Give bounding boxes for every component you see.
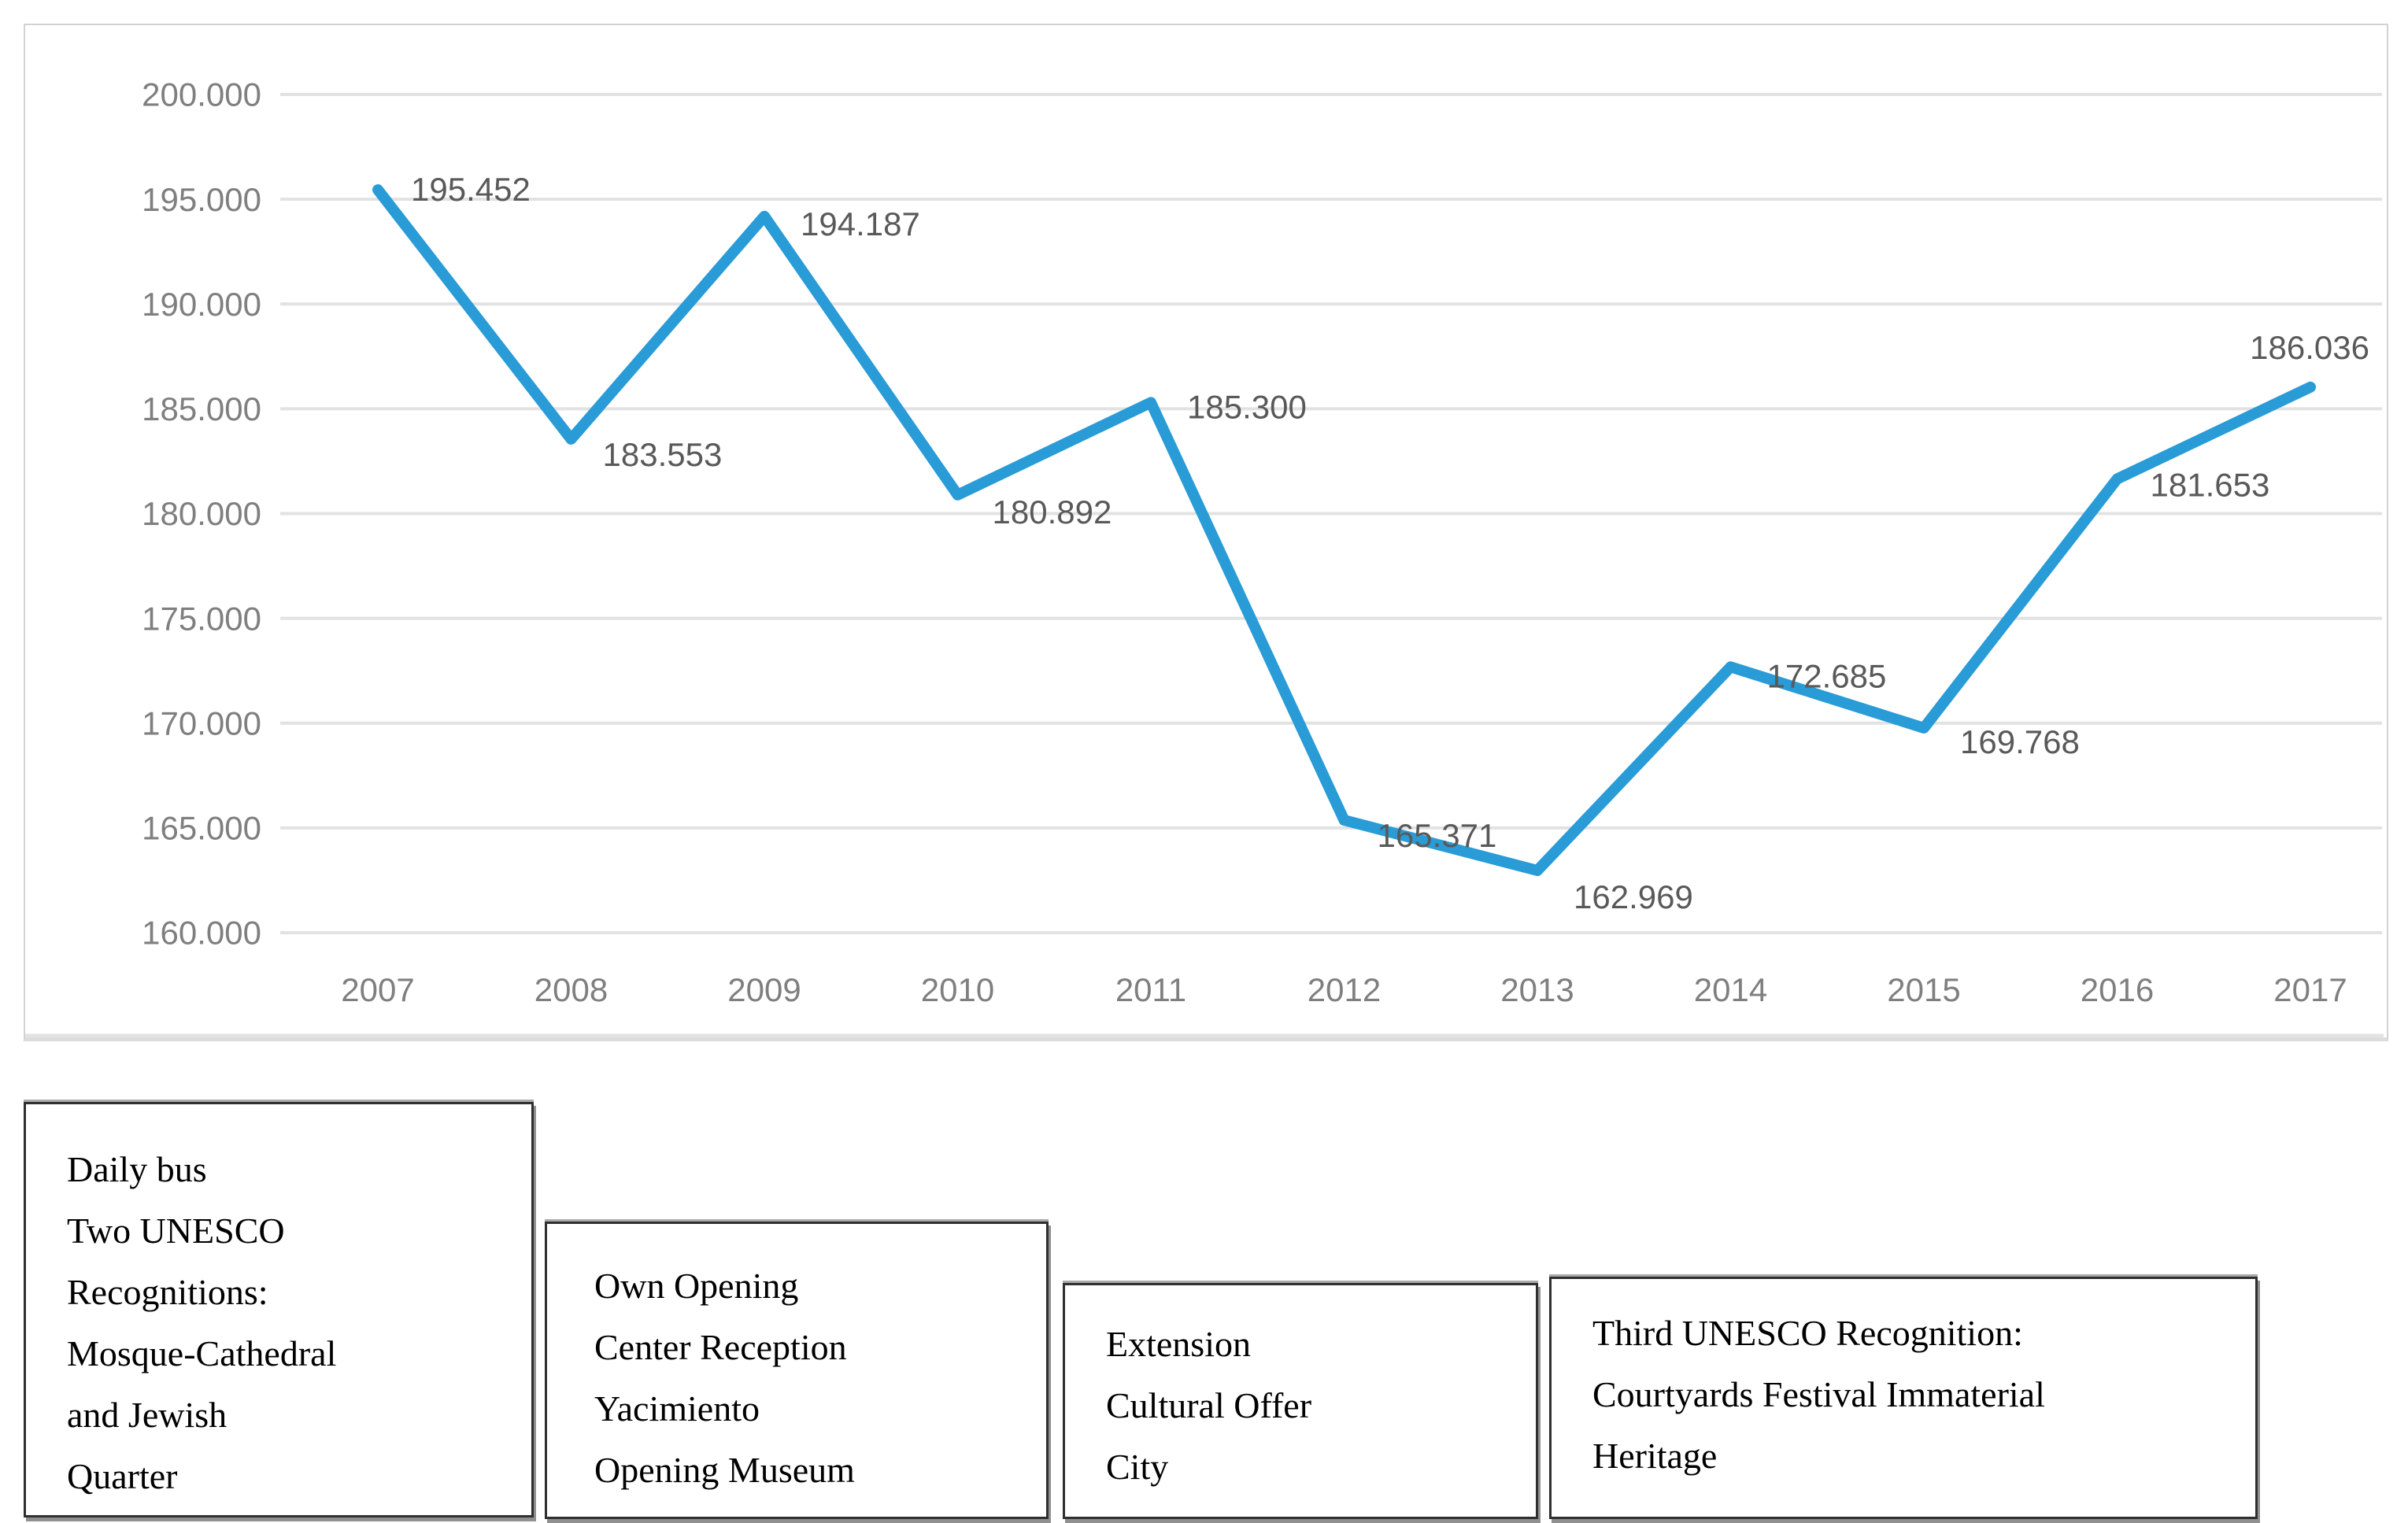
data-label: 181.653 bbox=[2151, 466, 2270, 503]
data-label: 186.036 bbox=[2250, 329, 2369, 366]
y-axis-tick-label: 200.000 bbox=[142, 76, 261, 113]
x-axis-tick-label: 2016 bbox=[2081, 971, 2154, 1008]
data-label: 183.553 bbox=[603, 436, 723, 473]
y-axis-tick-label: 180.000 bbox=[142, 495, 261, 532]
annotation-box-2: Own Opening Center Reception Yacimiento Ope… bbox=[545, 1222, 1049, 1519]
data-label: 194.187 bbox=[801, 205, 920, 242]
x-axis-tick-label: 2010 bbox=[921, 971, 994, 1008]
y-axis-tick-label: 165.000 bbox=[142, 810, 261, 847]
data-label: 169.768 bbox=[1960, 723, 2080, 760]
annotation-line: Mosque-Cathedral bbox=[67, 1333, 337, 1373]
series-line bbox=[372, 184, 2316, 876]
x-axis-tick-label: 2007 bbox=[341, 971, 414, 1008]
annotation-line: Cultural Offer bbox=[1106, 1385, 1312, 1425]
x-axis-tick-label: 2017 bbox=[2273, 971, 2347, 1008]
annotation-line: Heritage bbox=[1592, 1436, 1718, 1476]
data-label: 172.685 bbox=[1767, 657, 1887, 694]
annotation-line: City bbox=[1106, 1447, 1169, 1487]
x-axis-tick-label: 2012 bbox=[1308, 971, 1381, 1008]
annotation-line: and Jewish bbox=[67, 1395, 227, 1435]
y-axis-tick-label: 160.000 bbox=[142, 915, 261, 952]
annotation-box-4: Third UNESCO Recognition: Courtyards Fest… bbox=[1549, 1277, 2258, 1519]
y-axis-tick-label: 190.000 bbox=[142, 286, 261, 323]
annotation-line: Yacimiento bbox=[594, 1388, 760, 1429]
y-axis-tick-label: 185.000 bbox=[142, 390, 261, 427]
y-axis-tick-label: 195.000 bbox=[142, 181, 261, 218]
y-axis-tick-label: 175.000 bbox=[142, 600, 261, 637]
x-axis-tick-label: 2008 bbox=[534, 971, 608, 1008]
annotation-line: Opening Museum bbox=[594, 1450, 855, 1490]
data-label: 162.969 bbox=[1574, 878, 1693, 915]
data-label: 165.371 bbox=[1378, 817, 1497, 854]
annotation-line: Courtyards Festival Immaterial bbox=[1592, 1374, 2045, 1414]
x-axis-tick-label: 2013 bbox=[1500, 971, 1574, 1008]
x-axis-tick-label: 2014 bbox=[1694, 971, 1767, 1008]
data-label: 180.892 bbox=[993, 493, 1112, 530]
annotation-line: Quarter bbox=[67, 1456, 178, 1496]
annotation-line: Two UNESCO bbox=[67, 1211, 285, 1251]
annotation-line: Daily bus bbox=[67, 1149, 207, 1189]
data-label: 195.452 bbox=[411, 171, 531, 208]
data-label: 185.300 bbox=[1187, 388, 1307, 425]
annotation-box-3: Extension Cultural Offer City bbox=[1063, 1283, 1538, 1519]
x-axis-tick-label: 2011 bbox=[1115, 971, 1186, 1008]
annotation-line: Extension bbox=[1106, 1324, 1251, 1364]
y-axis-tick-label: 170.000 bbox=[142, 704, 261, 741]
line-chart: 200.000 195.000 190.000 185.000 180.000 175.0… bbox=[25, 76, 2384, 1038]
annotation-line: Own Opening bbox=[594, 1266, 799, 1306]
annotation-line: Recognitions: bbox=[67, 1272, 268, 1312]
annotation-line: Center Reception bbox=[594, 1327, 847, 1367]
x-axis-tick-label: 2009 bbox=[727, 971, 801, 1008]
x-axis-tick-label: 2015 bbox=[1887, 971, 1960, 1008]
annotation-line: Third UNESCO Recognition: bbox=[1592, 1313, 2023, 1353]
annotation-box-1: Daily bus Two UNESCO Recognitions: Mosque-C… bbox=[24, 1102, 534, 1517]
